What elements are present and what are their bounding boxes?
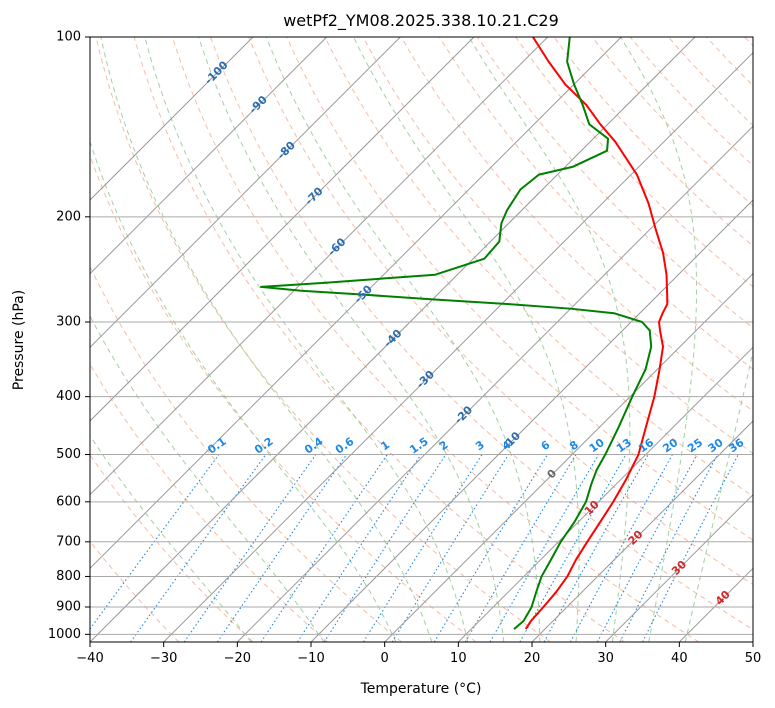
y-tick-label: 200 <box>56 209 81 224</box>
x-tick-label: 40 <box>671 651 688 666</box>
x-tick-label: −40 <box>76 651 103 666</box>
dry-adiabat-line <box>90 154 477 642</box>
mixing-ratio-line <box>464 454 577 642</box>
dry-adiabat-line <box>286 37 753 541</box>
y-tick-label: 100 <box>56 30 81 45</box>
y-tick-label: 700 <box>56 534 81 549</box>
dry-adiabat-line <box>133 37 625 642</box>
y-tick-label: 300 <box>56 314 81 329</box>
mixing-ratio-line <box>489 454 600 642</box>
y-tick-label: 500 <box>56 447 81 462</box>
mixing-ratio-line <box>323 454 447 642</box>
chart-title: wetPf2_YM08.2025.338.10.21.C29 <box>283 11 559 31</box>
x-tick-label: −10 <box>297 651 324 666</box>
y-axis-label: Pressure (hPa) <box>11 290 27 390</box>
mixing-ratio-line <box>297 454 422 642</box>
x-axis: −40 −30 −20 −10 0 10 20 30 40 50 <box>76 642 761 666</box>
isotherm-line <box>90 37 254 201</box>
dry-adiabat-line <box>400 37 753 412</box>
isotherm-line <box>605 493 753 642</box>
temperature-line <box>524 37 669 630</box>
y-tick-label: 400 <box>56 389 81 404</box>
mixing-ratio-line <box>596 454 698 642</box>
mixing-ratio-line <box>130 454 267 642</box>
isotherm-line <box>90 37 401 349</box>
dry-adiabat-line <box>209 37 753 631</box>
isotherm-line <box>90 37 622 570</box>
dewpoint-line <box>259 37 653 630</box>
dry-adiabat-line <box>90 265 403 642</box>
dry-adiabat-line <box>438 37 753 370</box>
dry-adiabat-line <box>90 540 180 642</box>
pressure-gridlines <box>90 37 753 635</box>
isotherm-line <box>90 37 696 642</box>
mixing-ratio-line <box>183 454 317 642</box>
isotherm-line <box>163 51 753 642</box>
x-axis-label: Temperature (°C) <box>360 681 482 697</box>
mixing-ratio-line <box>433 454 548 642</box>
dry-adiabats <box>90 37 753 642</box>
isotherms <box>90 37 753 642</box>
x-tick-label: −20 <box>224 651 251 666</box>
y-tick-label: 1000 <box>48 627 81 642</box>
y-tick-label: 900 <box>56 599 81 614</box>
moist-adiabat-line <box>353 37 580 642</box>
y-tick-label: 600 <box>56 494 81 509</box>
moist-adiabat-line <box>265 37 541 642</box>
plot-area: -100-90-80-70-60-50-40-30-20-10010203040… <box>90 37 753 642</box>
moist-adiabat-line <box>90 140 397 642</box>
moist-adiabat-line <box>100 37 433 642</box>
moist-adiabats <box>90 37 753 642</box>
isotherm-line <box>531 420 753 642</box>
y-tick-label: 800 <box>56 569 81 584</box>
moist-adiabat-line <box>468 37 631 642</box>
mixing-ratio-line <box>216 454 348 642</box>
mixing-ratio-line <box>90 454 220 630</box>
moist-adiabat-line <box>144 37 469 642</box>
x-tick-label: 10 <box>450 651 467 666</box>
mixing-ratio-line <box>569 454 673 642</box>
mixing-ratio-line <box>260 454 388 642</box>
y-axis: 100 200 300 400 500 600 700 800 900 1000 <box>48 30 90 642</box>
profile-series <box>259 37 669 630</box>
x-tick-label: 0 <box>381 651 389 666</box>
x-tick-label: 20 <box>524 651 541 666</box>
isotherm-line <box>457 346 753 642</box>
x-tick-label: 50 <box>745 651 762 666</box>
plot-frame <box>89 36 754 643</box>
dry-adiabat-line <box>248 37 753 586</box>
mixing-ratio-line <box>519 454 627 642</box>
dry-adiabat-line <box>171 37 700 642</box>
dry-adiabat-line <box>515 37 753 288</box>
x-tick-label: −30 <box>150 651 177 666</box>
x-tick-label: 30 <box>597 651 614 666</box>
dry-adiabat-line <box>95 37 551 642</box>
mixing-ratio-lines <box>90 454 739 642</box>
moist-adiabat-line <box>90 434 252 642</box>
dry-adiabat-line <box>90 453 254 642</box>
isotherm-line <box>310 199 753 642</box>
isotherm-line <box>236 125 753 642</box>
isotherm-line <box>90 37 328 275</box>
isotherm-line <box>90 37 475 422</box>
isotherm-line <box>90 37 549 496</box>
isotherm-line <box>384 272 753 642</box>
